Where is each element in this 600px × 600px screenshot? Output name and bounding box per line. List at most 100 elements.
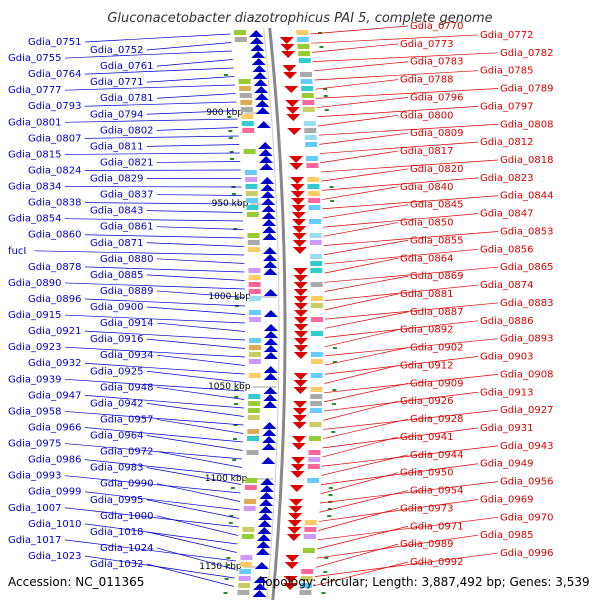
forward-gene-labels: Gdia_0751 Gdia_0752 Gdia_0755 Gdia_0761 Gdia… [8,33,246,587]
forward-gene-arrow [260,184,275,191]
reverse-gene-label: Gdia_0772 [480,30,533,41]
forward-feature-block [241,534,254,539]
reverse-label-leader [318,508,399,531]
reverse-gene-arrow [287,520,302,527]
gc-marker [234,389,239,391]
forward-label-leader [156,226,244,230]
forward-feature-block [242,128,255,133]
reverse-label-leader [321,177,479,191]
reverse-label-leader [323,240,409,256]
forward-feature-block [238,79,251,84]
reverse-label-leader [324,302,499,320]
forward-gene-arrow [255,100,270,107]
reverse-feature-block [310,317,323,322]
forward-gene-label: Gdia_0993 [8,471,61,482]
reverse-gene-label: Gdia_0954 [410,486,463,497]
forward-label-leader [156,419,244,434]
gc-marker [323,88,328,90]
reverse-gene-label: Gdia_0823 [480,173,533,184]
reverse-label-leader [324,320,479,338]
forward-gene-arrow [263,254,278,261]
forward-gene-label: Gdia_0871 [90,238,143,249]
forward-gene-label: Gdia_0964 [90,431,143,442]
gc-marker [229,515,234,517]
reverse-feature-block [304,527,317,532]
forward-gene-label: Gdia_0794 [90,109,143,120]
forward-gene-label: Gdia_0815 [8,149,61,160]
forward-feature-block [248,296,261,301]
reverse-gene-arrow [283,72,298,79]
reverse-label-leader [324,338,499,357]
reverse-feature-block [302,107,315,112]
reverse-feature-block [309,422,322,427]
forward-label-leader [146,338,245,349]
gc-marker [227,116,232,118]
reverse-gene-label: Gdia_0989 [400,539,453,550]
forward-gene-label: Gdia_0896 [28,294,81,305]
forward-label-leader [64,50,232,59]
reverse-gene-label: Gdia_0886 [480,316,533,327]
forward-label-leader [156,59,233,67]
forward-gene-arrow [263,401,278,408]
forward-gene-label: Gdia_0934 [100,350,153,361]
forward-feature-block [248,352,261,357]
forward-feature-block [244,485,257,490]
forward-gene-label: Gdia_0947 [28,390,81,401]
reverse-gene-label: Gdia_0820 [410,164,463,175]
forward-gene-arrow [263,394,278,401]
reverse-label-leader [323,409,499,430]
reverse-label-leader [323,222,399,237]
forward-gene-arrow [260,191,275,198]
forward-gene-arrow [258,506,273,513]
reverse-gene-arrow [292,226,307,233]
reverse-label-leader [320,463,479,485]
gc-marker [234,298,239,300]
reverse-gene-arrow [287,128,302,135]
forward-feature-block [244,170,257,175]
forward-feature-block [245,177,258,182]
forward-gene-arrow [253,576,268,583]
gc-marker [234,396,239,398]
reverse-gene-arrow [292,408,307,415]
forward-gene-label: Gdia_0854 [8,214,61,225]
reverse-gene-label: Gdia_0970 [500,512,553,523]
forward-gene-label: Gdia_0983 [90,463,143,474]
reverse-label-leader [320,150,399,164]
forward-feature-block [248,394,261,399]
reverse-feature-block [306,163,319,168]
forward-feature-block [248,310,261,315]
forward-gene-label: Gdia_0900 [90,302,143,313]
reverse-label-leader [322,204,409,219]
reverse-gene-arrow [289,499,304,506]
forward-label-leader [156,322,246,332]
backbone-arc [268,27,287,600]
forward-gene-label: Gdia_0771 [90,77,143,88]
gc-marker [228,137,233,139]
reverse-gene-arrow [280,44,295,51]
forward-label-leader [156,515,239,536]
kbp-tick-label: 900 kbp [206,108,243,118]
reverse-feature-block [300,72,313,77]
reverse-label-leader [312,43,399,53]
reverse-feature-block [310,387,323,392]
reverse-gene-arrow [293,338,308,345]
reverse-feature-block [310,401,323,406]
reverse-gene-arrow [290,184,305,191]
forward-label-leader [84,135,239,139]
reverse-feature-block [304,520,317,525]
forward-label-leader [84,266,245,273]
forward-feature-block [239,562,252,567]
reverse-gene-label: Gdia_0800 [400,110,453,121]
gc-marker [323,571,328,573]
reverse-gene-label: Gdia_0847 [480,209,533,220]
gc-marker [332,347,337,349]
forward-label-leader [84,298,245,307]
reverse-feature-block [310,359,323,364]
forward-label-leader [64,443,243,460]
forward-gene-label: Gdia_0860 [28,230,81,241]
reverse-gene-label: Gdia_0864 [400,253,453,264]
gc-marker [223,592,228,594]
reverse-gene-label: Gdia_0840 [400,182,453,193]
reverse-gene-arrow [279,37,294,44]
forward-gene-label: Gdia_0889 [100,286,153,297]
